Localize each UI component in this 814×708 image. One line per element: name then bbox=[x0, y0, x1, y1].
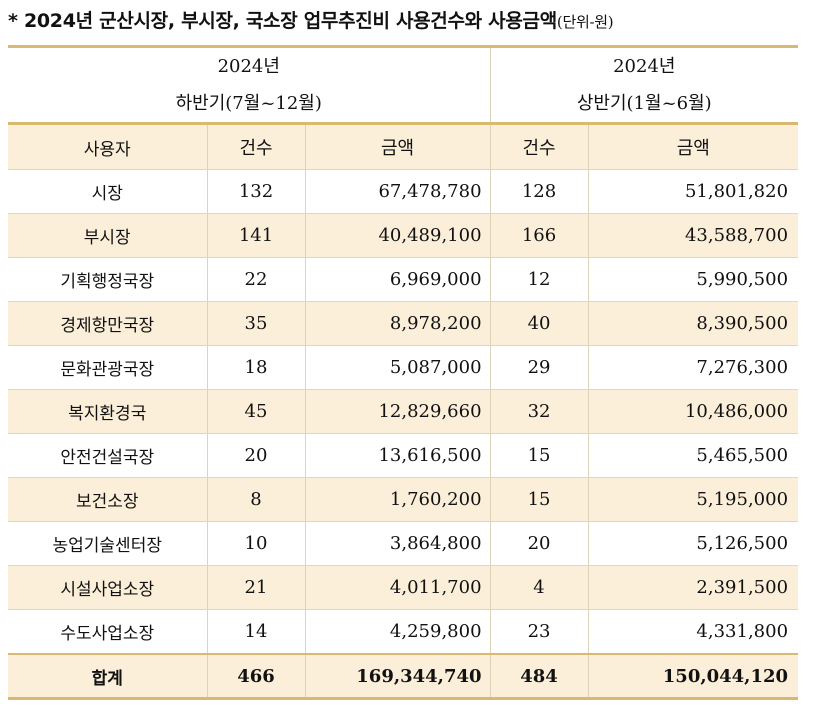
row-h1-count: 29 bbox=[490, 345, 589, 390]
row-h1-count: 32 bbox=[490, 389, 589, 434]
row-user: 부시장 bbox=[8, 213, 208, 258]
total-row: 합계 466 169,344,740 484 150,044,120 bbox=[8, 653, 799, 700]
total-h2-count: 466 bbox=[207, 653, 306, 700]
row-h1-count: 23 bbox=[490, 609, 589, 655]
row-user: 농업기술센터장 bbox=[8, 521, 208, 566]
row-h1-amount: 5,126,500 bbox=[588, 521, 799, 566]
period-right: 2024년 상반기(1월~6월) bbox=[490, 45, 799, 124]
row-h1-amount: 10,486,000 bbox=[588, 389, 799, 434]
row-h1-amount: 43,588,700 bbox=[588, 213, 799, 258]
row-h2-count: 18 bbox=[207, 345, 306, 390]
row-h2-amount: 4,259,800 bbox=[305, 609, 491, 655]
row-h1-count: 15 bbox=[490, 433, 589, 478]
row-h1-count: 15 bbox=[490, 477, 589, 522]
row-h1-count: 20 bbox=[490, 521, 589, 566]
row-h2-count: 45 bbox=[207, 389, 306, 434]
total-h1-count: 484 bbox=[490, 653, 589, 700]
row-h2-amount: 13,616,500 bbox=[305, 433, 491, 478]
row-user: 시설사업소장 bbox=[8, 565, 208, 610]
row-h1-count: 166 bbox=[490, 213, 589, 258]
row-user: 문화관광국장 bbox=[8, 345, 208, 390]
row-h2-amount: 12,829,660 bbox=[305, 389, 491, 434]
period-right-year: 2024년 bbox=[613, 56, 676, 77]
row-h1-amount: 8,390,500 bbox=[588, 301, 799, 346]
period-left-year: 2024년 bbox=[217, 56, 280, 77]
row-user: 시장 bbox=[8, 169, 208, 214]
column-header-row: 사용자 건수 금액 건수 금액 bbox=[8, 122, 799, 170]
header-count-left: 건수 bbox=[207, 122, 306, 170]
table-row: 농업기술센터장 10 3,864,800 20 5,126,500 bbox=[8, 521, 799, 566]
row-h1-amount: 5,465,500 bbox=[588, 433, 799, 478]
period-left-half: 하반기(7월~12월) bbox=[175, 93, 322, 114]
table-row: 부시장 141 40,489,100 166 43,588,700 bbox=[8, 213, 799, 258]
table-row: 문화관광국장 18 5,087,000 29 7,276,300 bbox=[8, 345, 799, 390]
header-amount-right: 금액 bbox=[588, 122, 799, 170]
row-user: 기획행정국장 bbox=[8, 257, 208, 302]
table-row: 안전건설국장 20 13,616,500 15 5,465,500 bbox=[8, 433, 799, 478]
table-row: 경제항만국장 35 8,978,200 40 8,390,500 bbox=[8, 301, 799, 346]
row-h2-count: 8 bbox=[207, 477, 306, 522]
row-h1-amount: 4,331,800 bbox=[588, 609, 799, 655]
period-right-half: 상반기(1월~6월) bbox=[576, 93, 712, 114]
title-text: 2024년 군산시장, 부시장, 국소장 업무추진비 사용건수와 사용금액 bbox=[23, 10, 557, 32]
row-h1-amount: 7,276,300 bbox=[588, 345, 799, 390]
header-user: 사용자 bbox=[8, 122, 208, 170]
row-user: 보건소장 bbox=[8, 477, 208, 522]
row-h2-count: 10 bbox=[207, 521, 306, 566]
row-h2-amount: 3,864,800 bbox=[305, 521, 491, 566]
row-h2-count: 141 bbox=[207, 213, 306, 258]
row-h1-amount: 2,391,500 bbox=[588, 565, 799, 610]
row-h2-amount: 1,760,200 bbox=[305, 477, 491, 522]
row-h1-amount: 5,195,000 bbox=[588, 477, 799, 522]
row-user: 수도사업소장 bbox=[8, 609, 208, 655]
row-h1-amount: 51,801,820 bbox=[588, 169, 799, 214]
table-row: 보건소장 8 1,760,200 15 5,195,000 bbox=[8, 477, 799, 522]
row-h1-count: 128 bbox=[490, 169, 589, 214]
row-h1-count: 40 bbox=[490, 301, 589, 346]
period-row: 2024년 하반기(7월~12월) 2024년 상반기(1월~6월) bbox=[8, 45, 799, 124]
header-count-right: 건수 bbox=[490, 122, 589, 170]
row-user: 복지환경국 bbox=[8, 389, 208, 434]
row-h2-count: 21 bbox=[207, 565, 306, 610]
table-row: 복지환경국 45 12,829,660 32 10,486,000 bbox=[8, 389, 799, 434]
row-h1-amount: 5,990,500 bbox=[588, 257, 799, 302]
total-h2-amount: 169,344,740 bbox=[305, 653, 491, 700]
title-unit: (단위-원) bbox=[556, 13, 614, 31]
header-amount-left: 금액 bbox=[305, 122, 491, 170]
expense-table: 2024년 하반기(7월~12월) 2024년 상반기(1월~6월) 사용자 건… bbox=[8, 45, 799, 700]
total-h1-amount: 150,044,120 bbox=[588, 653, 799, 700]
page-title: * 2024년 군산시장, 부시장, 국소장 업무추진비 사용건수와 사용금액(… bbox=[8, 4, 614, 38]
table-row: 기획행정국장 22 6,969,000 12 5,990,500 bbox=[8, 257, 799, 302]
table-row: 시장 132 67,478,780 128 51,801,820 bbox=[8, 169, 799, 214]
table-row: 수도사업소장 14 4,259,800 23 4,331,800 bbox=[8, 609, 799, 655]
period-left: 2024년 하반기(7월~12월) bbox=[8, 45, 491, 124]
row-h2-count: 35 bbox=[207, 301, 306, 346]
table-row: 시설사업소장 21 4,011,700 4 2,391,500 bbox=[8, 565, 799, 610]
row-h2-amount: 6,969,000 bbox=[305, 257, 491, 302]
row-h2-amount: 67,478,780 bbox=[305, 169, 491, 214]
row-h2-count: 20 bbox=[207, 433, 306, 478]
row-user: 경제항만국장 bbox=[8, 301, 208, 346]
row-user: 안전건설국장 bbox=[8, 433, 208, 478]
title-marker: * bbox=[8, 10, 18, 32]
row-h2-amount: 4,011,700 bbox=[305, 565, 491, 610]
row-h1-count: 12 bbox=[490, 257, 589, 302]
row-h2-amount: 8,978,200 bbox=[305, 301, 491, 346]
row-h2-count: 22 bbox=[207, 257, 306, 302]
row-h2-amount: 5,087,000 bbox=[305, 345, 491, 390]
row-h2-count: 14 bbox=[207, 609, 306, 655]
row-h2-amount: 40,489,100 bbox=[305, 213, 491, 258]
row-h2-count: 132 bbox=[207, 169, 306, 214]
row-h1-count: 4 bbox=[490, 565, 589, 610]
total-label: 합계 bbox=[8, 653, 208, 700]
table-body: 시장 132 67,478,780 128 51,801,820 부시장 141 40,489… bbox=[8, 169, 799, 655]
